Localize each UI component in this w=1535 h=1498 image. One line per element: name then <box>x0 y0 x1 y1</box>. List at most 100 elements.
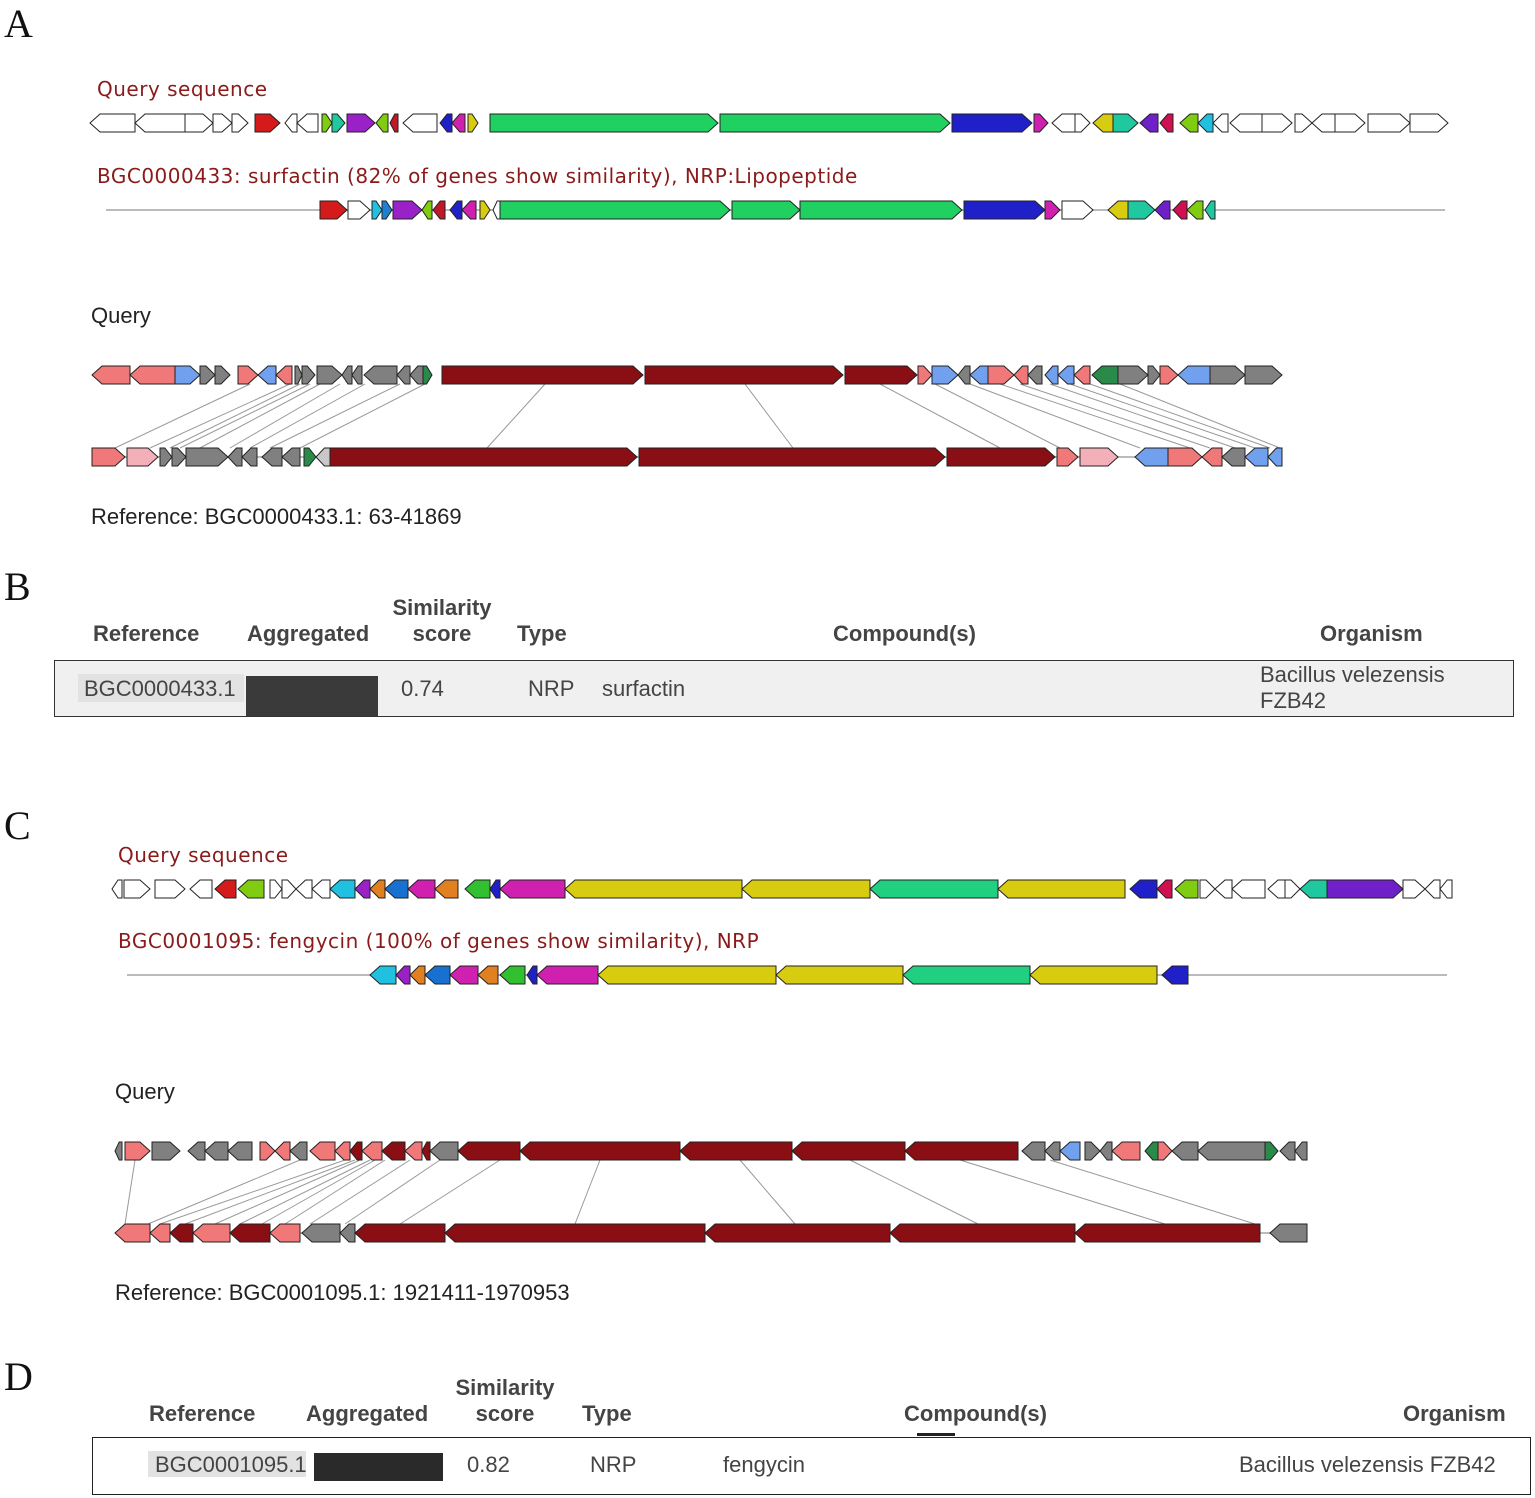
table-cell: fengycin <box>723 1452 805 1477</box>
gene-arrow <box>187 1141 206 1161</box>
homology-link <box>739 1159 796 1225</box>
gene-arrow <box>536 965 599 985</box>
gene-arrow <box>281 879 297 899</box>
gene-arrow <box>1156 879 1173 899</box>
gene-arrow <box>409 365 424 385</box>
gene-arrow <box>987 365 1015 385</box>
gene-arrow <box>499 879 566 899</box>
gene-arrow <box>204 1141 229 1161</box>
gene-arrow <box>434 879 459 899</box>
gene-arrow <box>341 365 353 385</box>
gene-arrow <box>114 1223 151 1243</box>
gene-arrow <box>184 113 214 133</box>
gene-arrow <box>331 113 346 133</box>
gene-arrow <box>1199 879 1216 899</box>
gene-arrow <box>1027 365 1043 385</box>
gene-arrow <box>159 447 173 467</box>
gene-arrow <box>1212 113 1229 133</box>
gene-arrow <box>91 365 131 385</box>
homology-link <box>269 383 401 449</box>
gene-arrow <box>1204 200 1216 220</box>
homology-link <box>299 383 426 449</box>
gene-arrow <box>275 365 293 385</box>
gene-arrow <box>1144 1141 1159 1161</box>
reference-cell-bg <box>148 1451 306 1477</box>
gene-arrow <box>349 1141 363 1161</box>
gene-arrow <box>1111 1141 1141 1161</box>
gene-arrow <box>1129 879 1158 899</box>
gene-arrow <box>354 879 371 899</box>
gene-arrow <box>1294 113 1313 133</box>
homology-link <box>1119 383 1281 449</box>
gene-arrow <box>1117 365 1149 385</box>
gene-arrow <box>301 1223 341 1243</box>
gene-arrow <box>1059 1141 1081 1161</box>
gene-arrow <box>931 365 959 385</box>
gene-arrow <box>449 200 463 220</box>
gene-arrow <box>1171 1141 1199 1161</box>
gene-arrow <box>169 1223 194 1243</box>
gene-arrow <box>957 365 971 385</box>
gene-arrow <box>1402 879 1426 899</box>
gene-arrow <box>1051 113 1076 133</box>
gene-arrow <box>274 1141 291 1161</box>
table-header: Similarity score <box>455 1375 555 1426</box>
gene-arrow <box>429 1141 459 1161</box>
gene-arrow <box>381 200 393 220</box>
gene-arrow <box>281 447 301 467</box>
gene-arrow <box>192 1223 231 1243</box>
gene-arrow <box>402 113 438 133</box>
gene-arrow <box>477 965 499 985</box>
gene-arrow <box>1107 200 1129 220</box>
homology-link <box>159 1159 346 1225</box>
gene-arrow <box>1209 365 1246 385</box>
gene-arrow <box>392 200 423 220</box>
gene-arrow <box>1074 1223 1261 1243</box>
gene-arrow <box>1439 879 1453 899</box>
gene-arrow <box>384 879 409 899</box>
gene-arrow <box>439 113 453 133</box>
gene-arrow <box>421 1141 431 1161</box>
table-header: Aggregated <box>306 1401 429 1426</box>
table-cell: NRP <box>590 1452 637 1477</box>
gene-arrow <box>457 1141 521 1161</box>
gene-arrow <box>1334 113 1366 133</box>
homology-link <box>1069 383 1256 449</box>
gene-arrow <box>227 447 243 467</box>
gene-arrow <box>396 365 411 385</box>
gene-arrow <box>1029 965 1158 985</box>
gene-arrow <box>151 1141 181 1161</box>
gene-arrow <box>1079 447 1119 467</box>
gene-arrow <box>741 879 871 899</box>
gene-arrow <box>1127 200 1156 220</box>
gene-arrow <box>799 200 963 220</box>
gene-arrow <box>1161 965 1189 985</box>
gene-arrow <box>389 113 399 133</box>
gene-arrow <box>1326 879 1404 899</box>
homology-link <box>879 383 1001 449</box>
gene-arrow <box>311 879 331 899</box>
gene-arrow <box>229 1223 271 1243</box>
homology-link <box>149 383 291 449</box>
reference-label: Reference: BGC0001095.1: 1921411-1970953 <box>115 1280 570 1305</box>
homology-link <box>147 1159 301 1225</box>
gene-arrow <box>1214 879 1233 899</box>
gene-arrow <box>129 365 176 385</box>
homology-link <box>214 1159 361 1225</box>
gene-arrow <box>1229 113 1263 133</box>
table-cell: Bacillus velezensis FZB42 <box>1239 1452 1496 1477</box>
gene-arrow <box>171 447 187 467</box>
gene-arrow <box>1073 365 1091 385</box>
gene-arrow <box>1311 113 1336 133</box>
hit-title: BGC0001095: fengycin (100% of genes show… <box>118 929 760 953</box>
gene-arrow <box>1284 879 1301 899</box>
gene-arrow <box>1099 1141 1113 1161</box>
homology-link <box>229 383 341 449</box>
gene-arrow <box>1299 879 1328 899</box>
table-header: Compound(s) <box>904 1401 1047 1426</box>
reference-cell-bg <box>78 674 244 702</box>
sort-indicator <box>917 1433 955 1436</box>
gene-arrow <box>1159 365 1179 385</box>
